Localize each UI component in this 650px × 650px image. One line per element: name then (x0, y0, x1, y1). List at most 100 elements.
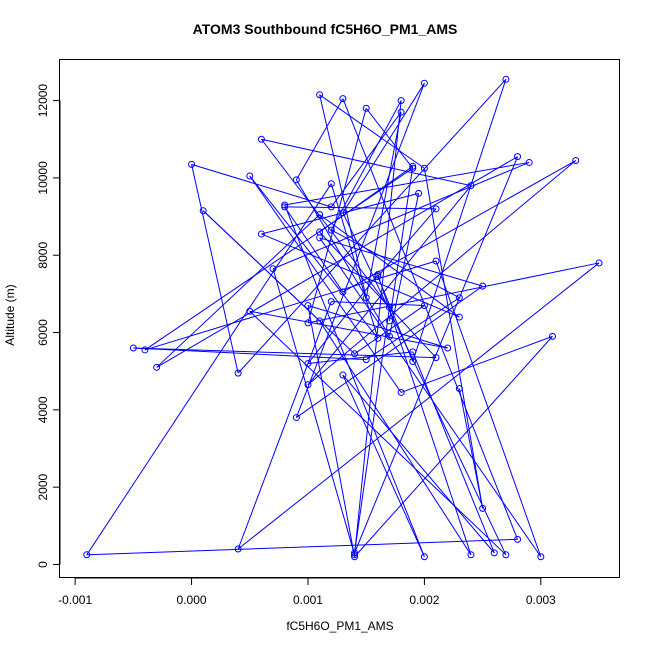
series-segment (435, 260, 542, 557)
series-segment (354, 305, 425, 355)
data-point (479, 282, 487, 290)
data-point (525, 158, 533, 166)
data-point (339, 371, 347, 379)
series-segment (237, 301, 332, 550)
data-point (420, 553, 428, 561)
data-point (537, 553, 545, 561)
series-segment (144, 260, 437, 351)
data-point (514, 535, 522, 543)
series-segment (261, 138, 472, 187)
series-segment (249, 175, 379, 339)
y-axis: 0 2000 4000 6000 8000 10000 12000 (36, 84, 61, 568)
data-point (257, 135, 265, 143)
data-point (479, 504, 487, 512)
data-point (490, 549, 498, 557)
series-segment (307, 305, 356, 557)
series-segment (365, 112, 402, 298)
data-point (351, 350, 359, 358)
series-segment (307, 262, 600, 324)
series-segment (365, 108, 414, 169)
data-point (409, 162, 417, 170)
data-point (316, 91, 324, 99)
chart-title: ATOM3 Southbound fC5H6O_PM1_AMS (192, 21, 458, 37)
data-point (316, 228, 324, 236)
data-point (351, 549, 359, 557)
data-point (455, 294, 463, 302)
data-point (362, 294, 370, 302)
data-point (374, 271, 382, 279)
series-segment (354, 100, 402, 555)
data-point (385, 317, 393, 325)
series-segment (296, 285, 483, 418)
data-point (362, 356, 370, 364)
series-segment (144, 167, 414, 351)
series-segment (237, 78, 507, 374)
data-point (415, 189, 423, 197)
data-point (339, 209, 347, 217)
data-point (444, 344, 452, 352)
series-segment (272, 268, 356, 555)
series-segment (319, 94, 425, 169)
data-point (199, 207, 207, 215)
y-tick-label: 8000 (36, 242, 50, 269)
data-point (327, 180, 335, 188)
x-axis-label: fC5H6O_PM1_AMS (286, 619, 394, 633)
series-segment (330, 100, 402, 231)
series-segment (295, 179, 390, 337)
data-point (281, 203, 289, 211)
data-point (514, 153, 522, 161)
data-point (385, 332, 393, 340)
series-segment (388, 166, 414, 322)
series-segment (156, 214, 320, 368)
data-point (339, 288, 347, 296)
series-lines (86, 78, 600, 558)
series-segment (365, 297, 460, 361)
series-segment (319, 237, 483, 287)
series-segment (319, 320, 472, 556)
series-segment (249, 310, 507, 556)
data-point (467, 182, 475, 190)
data-point (234, 545, 242, 553)
series-segment (319, 165, 414, 233)
series-segment (202, 210, 320, 322)
series-segment (342, 374, 425, 557)
series-segment (342, 212, 507, 556)
y-tick-label: 0 (36, 561, 50, 568)
series-segment (86, 538, 518, 556)
series-segment (237, 262, 600, 550)
series-segment (412, 351, 495, 554)
series-segment (284, 161, 530, 206)
data-point (374, 272, 382, 280)
series-segment (307, 160, 577, 386)
series-segment (133, 347, 367, 361)
data-point (351, 551, 359, 559)
series-segment (342, 160, 577, 293)
data-point (327, 226, 335, 234)
series-segment (319, 94, 367, 298)
series-segment (377, 274, 472, 555)
data-point (572, 157, 580, 165)
x-tick-label: -0.001 (58, 593, 92, 607)
series-segment (133, 347, 437, 359)
data-point (304, 381, 312, 389)
data-point (385, 303, 393, 311)
series-segment (272, 161, 530, 270)
plot-frame (59, 59, 620, 578)
data-point (234, 369, 242, 377)
series-segment (295, 98, 344, 181)
series-points (83, 75, 603, 561)
data-point (409, 348, 417, 356)
series-segment (400, 335, 553, 393)
data-point (432, 354, 440, 362)
data-point (548, 332, 556, 340)
data-point (409, 164, 417, 172)
data-point (257, 230, 265, 238)
data-point (246, 172, 254, 180)
series-segment (284, 206, 344, 293)
series-segment (319, 214, 460, 318)
data-point (351, 553, 359, 561)
data-point (432, 257, 440, 265)
data-point (304, 359, 312, 367)
series-segment (307, 351, 413, 364)
